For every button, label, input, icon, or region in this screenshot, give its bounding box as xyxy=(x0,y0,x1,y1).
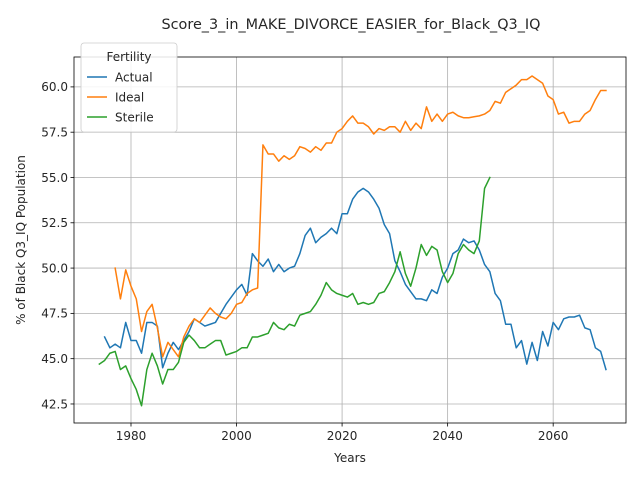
plot-frame xyxy=(73,56,627,424)
y-axis: 42.5 45.0 47.5 50.0 52.5 55.0 57.5 60.0 xyxy=(41,80,74,411)
y-tick-label: 60.0 xyxy=(41,80,68,94)
legend: Fertility Actual Ideal Sterile xyxy=(80,42,178,133)
legend-label-sterile: Sterile xyxy=(115,110,154,124)
y-tick-label: 50.0 xyxy=(41,261,68,275)
legend-box xyxy=(80,42,178,133)
legend-title: Fertility xyxy=(106,50,151,64)
x-tick-label: 2040 xyxy=(432,429,463,443)
series-line-actual xyxy=(103,187,607,371)
x-tick-label: 2060 xyxy=(538,429,569,443)
series-line-sterile xyxy=(98,176,491,407)
x-axis: 1980 2000 2020 2040 2060 xyxy=(116,423,569,443)
chart-title: Score_3_in_MAKE_DIVORCE_EASIER_for_Black… xyxy=(162,17,541,33)
x-tick-label: 1980 xyxy=(116,429,147,443)
x-axis-label: Years xyxy=(333,451,366,465)
x-tick-label: 2000 xyxy=(221,429,252,443)
x-tick-label: 2020 xyxy=(327,429,358,443)
series-line-ideal xyxy=(114,75,607,358)
y-tick-label: 42.5 xyxy=(41,397,68,411)
series-lines xyxy=(98,75,607,407)
y-tick-label: 55.0 xyxy=(41,171,68,185)
legend-label-ideal: Ideal xyxy=(115,90,144,104)
y-axis-label: % of Black Q3_IQ Population xyxy=(14,155,28,325)
y-tick-label: 45.0 xyxy=(41,352,68,366)
y-tick-label: 52.5 xyxy=(41,216,68,230)
y-tick-label: 47.5 xyxy=(41,307,68,321)
y-tick-label: 57.5 xyxy=(41,125,68,139)
legend-label-actual: Actual xyxy=(115,70,153,84)
